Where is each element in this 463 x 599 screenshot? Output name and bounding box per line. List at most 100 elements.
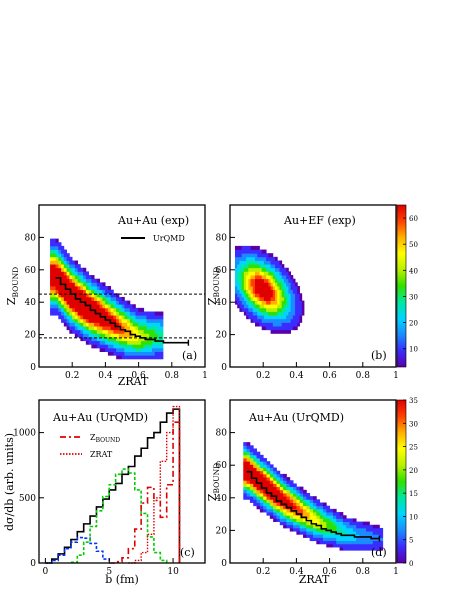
heatmap-cell xyxy=(266,483,271,488)
heatmap-cell xyxy=(77,282,81,287)
heatmap-cell xyxy=(257,293,260,298)
heatmap-cell xyxy=(332,512,337,516)
heatmap-cell xyxy=(288,275,292,280)
heatmap-cell xyxy=(268,318,271,323)
heatmap-cell xyxy=(116,315,120,320)
heatmap-cell xyxy=(281,322,285,327)
heatmap-cell xyxy=(77,326,81,331)
heatmap-cell xyxy=(295,286,298,291)
heatmap-cell xyxy=(151,329,156,334)
heatmap-cell xyxy=(113,337,117,342)
heatmap-cell xyxy=(146,311,150,316)
heatmap-cell xyxy=(140,322,145,327)
heatmap-cell xyxy=(243,458,247,462)
heatmap-cell xyxy=(352,531,357,535)
heatmap-cell xyxy=(237,245,240,250)
heatmap-cell xyxy=(94,293,98,298)
heatmap-cell xyxy=(52,293,56,298)
heatmap-cell xyxy=(362,521,367,526)
heatmap-cell xyxy=(275,275,278,280)
heatmap-cell xyxy=(69,264,73,269)
heatmap-cell xyxy=(339,521,344,526)
heatmap-cell xyxy=(283,300,287,305)
heatmap-cell xyxy=(246,293,249,298)
heatmap-cell xyxy=(283,267,287,272)
heatmap-cell xyxy=(116,337,120,342)
colorbar-tick-label: 0 xyxy=(409,560,413,568)
heatmap-cell xyxy=(234,293,238,298)
heatmap-cell xyxy=(243,442,247,446)
heatmap-cell xyxy=(154,311,158,316)
heatmap-cell xyxy=(124,326,128,331)
heatmap-cell xyxy=(55,300,59,305)
heatmap-cell xyxy=(83,311,87,316)
heatmap-cell xyxy=(288,307,292,312)
heatmap-cell xyxy=(146,315,150,320)
heatmap-cell xyxy=(349,531,354,535)
heatmap-cell xyxy=(83,275,87,280)
heatmap-cell xyxy=(52,256,56,261)
heatmap-cell xyxy=(273,499,277,503)
heatmap-cell xyxy=(151,322,156,327)
heatmap-cell xyxy=(77,267,81,272)
ytick-label: 80 xyxy=(25,233,37,243)
heatmap-cell xyxy=(283,307,287,312)
heatmap-cell xyxy=(272,275,276,280)
heatmap-cell xyxy=(369,547,374,551)
heatmap-cell xyxy=(121,307,125,312)
heatmap-cell xyxy=(66,278,70,283)
heatmap-cell xyxy=(239,304,243,309)
heatmap-cell xyxy=(261,315,265,320)
heatmap-cell xyxy=(263,458,267,462)
heatmap-cell xyxy=(66,322,70,327)
heatmap-cell xyxy=(66,315,70,320)
heatmap-cell xyxy=(99,296,103,301)
heatmap-cell xyxy=(246,296,249,301)
heatmap-cell xyxy=(63,249,67,254)
heatmap-cell xyxy=(322,521,327,526)
heatmap-cell xyxy=(316,502,321,507)
heatmap-cell xyxy=(279,518,284,522)
heatmap-cell xyxy=(99,282,103,287)
heatmap-cell xyxy=(272,264,276,269)
heatmap-cell xyxy=(339,547,344,551)
heatmap-cell xyxy=(269,489,274,494)
heatmap-cell xyxy=(275,318,278,323)
heatmap-cell xyxy=(252,260,256,265)
heatmap-cell xyxy=(246,489,251,494)
heatmap-cell xyxy=(359,524,364,529)
heatmap-cell xyxy=(58,256,62,261)
heatmap-cell xyxy=(121,344,125,349)
heatmap-cell xyxy=(275,322,278,327)
heatmap-cell xyxy=(105,333,109,338)
heatmap-cell xyxy=(286,480,291,484)
heatmap-cell xyxy=(243,489,247,494)
heatmap-cell xyxy=(272,315,276,320)
heatmap-cell xyxy=(376,547,380,551)
heatmap-cell xyxy=(121,322,125,327)
heatmap-cell xyxy=(283,473,287,478)
heatmap-cell xyxy=(237,278,240,283)
heatmap-cell xyxy=(99,326,103,331)
heatmap-cell xyxy=(138,355,142,360)
heatmap-cell xyxy=(297,307,300,312)
heatmap-cell xyxy=(286,477,291,481)
heatmap-cell xyxy=(69,322,73,327)
heatmap-cell xyxy=(257,286,260,291)
heatmap-cell xyxy=(319,537,324,542)
heatmap-cell xyxy=(259,499,264,503)
heatmap-cell xyxy=(270,311,274,316)
heatmap-cell xyxy=(269,502,274,507)
heatmap-cell xyxy=(252,289,256,294)
heatmap-cell xyxy=(275,264,278,269)
heatmap-cell xyxy=(243,496,247,500)
heatmap-cell xyxy=(309,512,314,516)
heatmap-cell xyxy=(281,278,285,283)
heatmap-cell xyxy=(160,333,164,338)
heatmap-cell xyxy=(270,296,274,301)
heatmap-cell xyxy=(138,315,142,320)
heatmap-cell xyxy=(277,329,280,334)
heatmap-cell xyxy=(275,300,278,305)
heatmap-cell xyxy=(288,293,292,298)
heatmap-cell xyxy=(61,275,65,280)
